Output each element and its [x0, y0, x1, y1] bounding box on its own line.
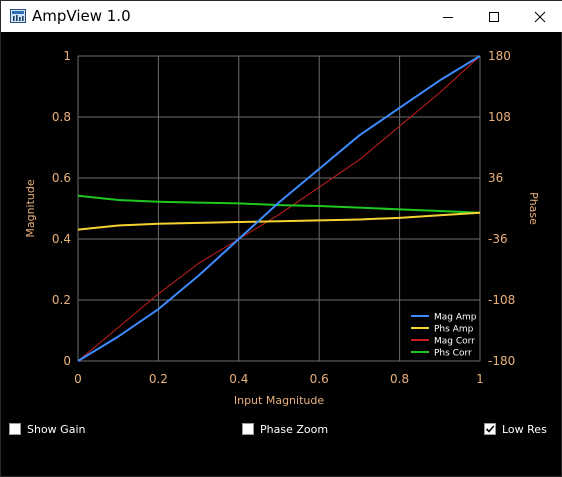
y2-tick-label: -108 — [488, 293, 515, 307]
low-res-checkbox[interactable]: Low Res — [484, 421, 547, 437]
phase-zoom-box[interactable] — [242, 423, 254, 435]
y2-tick-label: 108 — [488, 110, 511, 124]
y-tick-label: 0.2 — [52, 293, 71, 307]
y2-tick-label: -36 — [488, 232, 508, 246]
low-res-label[interactable]: Low Res — [502, 422, 547, 436]
show-gain-checkbox[interactable]: Show Gain — [9, 421, 85, 437]
y2-tick-label: 180 — [488, 49, 511, 63]
legend-label: Mag Corr — [434, 337, 475, 347]
maximize-button[interactable] — [471, 1, 517, 32]
title-bar[interactable]: AmpView 1.0 — [1, 1, 562, 32]
phs-amp-series — [77, 211, 481, 231]
minimize-icon — [443, 16, 453, 18]
y-tick-label: 1 — [63, 49, 71, 63]
close-icon — [534, 11, 546, 22]
legend-label: Mag Amp — [434, 313, 477, 323]
mag-corr-series — [77, 55, 481, 362]
y-tick-label: 0.6 — [52, 171, 71, 185]
legend-label: Phs Amp — [434, 325, 474, 335]
y2-tick-label: 36 — [488, 171, 503, 185]
show-gain-label[interactable]: Show Gain — [27, 422, 86, 436]
minimize-button[interactable] — [425, 1, 471, 32]
phs-corr-series — [77, 194, 481, 214]
checkmark-icon — [485, 425, 495, 433]
maximize-icon — [489, 11, 499, 22]
low-res-box[interactable] — [484, 423, 496, 435]
y-tick-label: 0.8 — [52, 110, 71, 124]
window-title: AmpView 1.0 — [32, 7, 131, 25]
y-tick-label: 0 — [63, 354, 71, 368]
legend-label: Phs Corr — [434, 349, 472, 359]
y2-axis-label: Phase — [527, 192, 540, 225]
phase-zoom-label[interactable]: Phase Zoom — [260, 422, 329, 436]
mag-amp-series — [77, 55, 481, 362]
x-tick-label: 0.6 — [310, 372, 329, 386]
y2-tick-label: -180 — [488, 354, 515, 368]
x-tick-label: 0.8 — [390, 372, 409, 386]
x-axis-label: Input Magnitude — [234, 394, 324, 407]
x-tick-label: 0 — [74, 372, 82, 386]
y-tick-label: 0.4 — [52, 232, 71, 246]
y-axis-label: Magnitude — [24, 179, 37, 238]
app-icon — [10, 9, 26, 23]
phase-zoom-checkbox[interactable]: Phase Zoom — [242, 421, 328, 437]
x-tick-label: 1 — [476, 372, 484, 386]
show-gain-box[interactable] — [9, 423, 21, 435]
x-tick-label: 0.4 — [229, 372, 248, 386]
amplitude-chart: 0 0.2 0.4 0.6 0.8 1 0 0.2 0.4 0.6 0.8 1 -180 -108 -36 3… — [24, 49, 540, 407]
close-button[interactable] — [517, 1, 562, 32]
x-tick-label: 0.2 — [149, 372, 168, 386]
